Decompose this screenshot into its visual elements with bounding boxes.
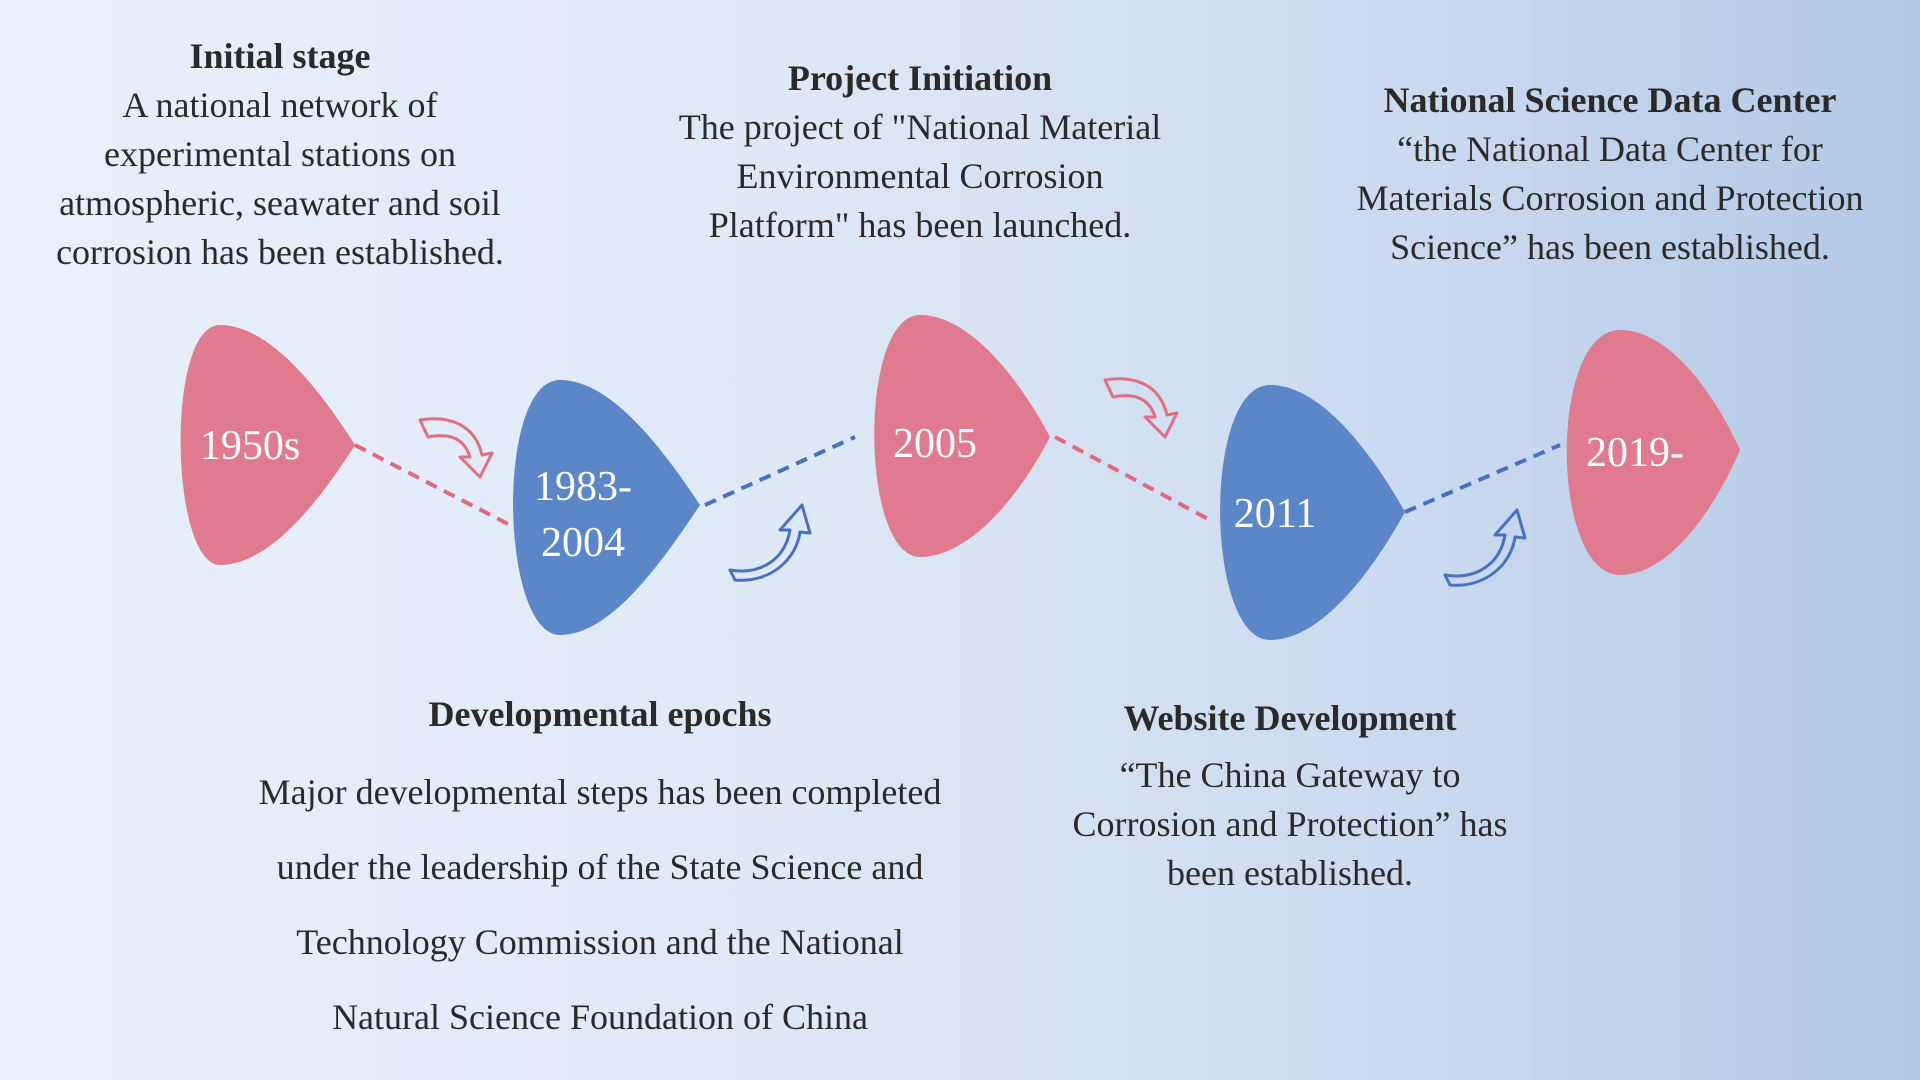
milestone-label-1950s: 1950s [200,423,300,469]
milestone-label-line: 1983- [534,464,632,510]
stage-developmental-desc: Major developmental steps has been compl… [258,772,942,1037]
connector-line [354,443,511,527]
milestone-label-line: 2005 [893,421,977,467]
milestone-2011-shape [1220,385,1405,640]
stage-initial-desc: A national network of experimental stati… [56,85,504,272]
curved-arrow-up-icon [728,503,812,582]
milestone-2005-shape [874,315,1050,557]
connector-line [1404,443,1561,514]
milestone-label-1983-2004: 1983- 2004 [534,464,632,566]
milestone-1983-2004-shape [513,380,700,635]
stage-website-desc: “The China Gateway to Corrosion and Prot… [1072,755,1508,893]
milestone-2019-shape [1566,330,1740,575]
curved-arrow-up-icon [1443,508,1527,587]
stage-initial-heading: Initial stage [189,36,371,76]
stage-nsdc-heading: National Science Data Center [1383,80,1837,120]
stage-nsdc: National Science Data Center “the Nation… [1340,76,1880,272]
curved-arrow-down-icon [1103,377,1179,439]
stage-project: Project Initiation The project of "Natio… [660,54,1180,250]
connector-line [1054,435,1211,522]
milestone-label-2011: 2011 [1234,491,1316,537]
milestone-label-2005: 2005 [893,421,977,467]
milestone-label-line: 1950s [200,423,300,469]
milestone-1950s-shape [180,325,355,565]
stage-initial: Initial stage A national network of expe… [20,32,540,277]
milestone-label-line: 2019- [1586,430,1684,476]
stage-website-heading: Website Development [1123,698,1457,738]
stage-website: Website Development “The China Gateway t… [1040,694,1540,898]
stage-project-desc: The project of "National Material Enviro… [678,107,1162,245]
milestone-label-2019: 2019- [1586,430,1684,476]
stage-developmental: Developmental epochs Major developmental… [230,690,970,1055]
milestone-label-line: 2004 [541,520,625,566]
stage-nsdc-desc: “the National Data Center for Materials … [1356,129,1864,267]
stage-developmental-heading: Developmental epochs [428,694,772,734]
connector-line [704,435,856,507]
stage-project-heading: Project Initiation [787,58,1053,98]
curved-arrow-down-icon [418,417,494,479]
milestone-label-line: 2011 [1234,491,1316,537]
